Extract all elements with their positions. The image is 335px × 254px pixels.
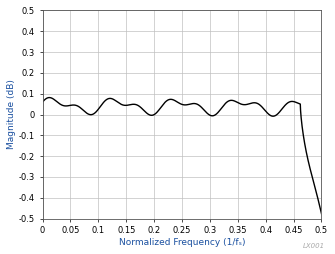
Y-axis label: Magnitude (dB): Magnitude (dB) — [7, 80, 16, 150]
Text: LX001: LX001 — [303, 243, 325, 249]
X-axis label: Normalized Frequency (1/fₛ): Normalized Frequency (1/fₛ) — [119, 238, 245, 247]
